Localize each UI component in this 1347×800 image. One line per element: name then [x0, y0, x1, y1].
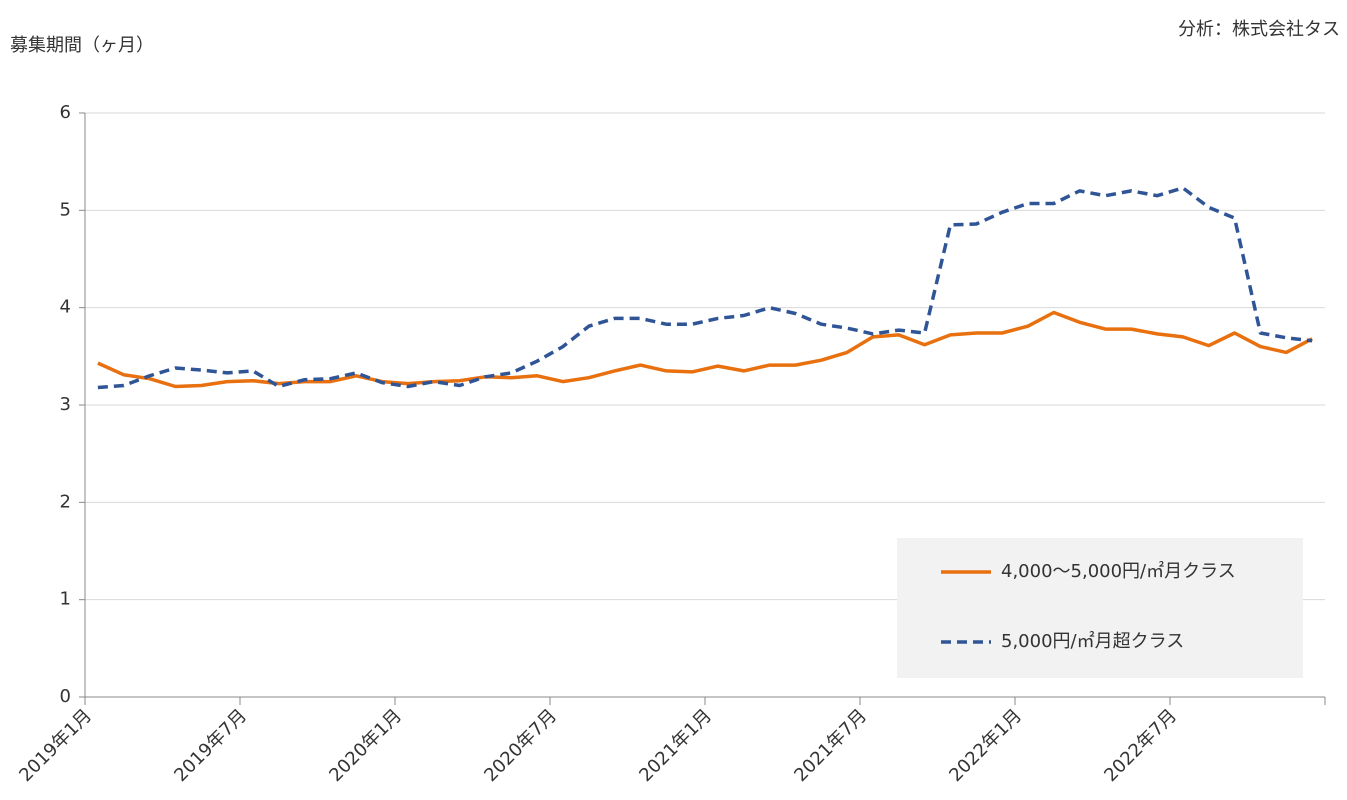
- y-tick-label: 1: [60, 589, 71, 610]
- y-tick-label: 4: [60, 297, 71, 318]
- legend: 4,000～5,000円/㎡月クラス 5,000円/㎡月超クラス: [897, 538, 1303, 678]
- x-tick-label: 2021年7月: [790, 705, 871, 786]
- x-tick-label: 2021年1月: [635, 705, 716, 786]
- series-line: [97, 310, 1313, 389]
- x-tick-label: 2022年7月: [1100, 705, 1181, 786]
- legend-box: [897, 538, 1303, 678]
- legend-label: 5,000円/㎡月超クラス: [1001, 630, 1184, 652]
- y-tick-label: 6: [60, 102, 71, 123]
- x-tick-label: 2019年7月: [170, 705, 251, 786]
- y-axis-label: 募集期間（ヶ月）: [10, 35, 154, 56]
- y-tick-label: 3: [60, 394, 71, 415]
- y-tick-label: 2: [60, 491, 71, 512]
- legend-label: 4,000～5,000円/㎡月クラス: [1001, 560, 1236, 582]
- y-tick-label: 0: [60, 686, 71, 707]
- x-tick-label: 2022年1月: [945, 705, 1026, 786]
- source-note: 分析：株式会社タス: [1178, 19, 1340, 40]
- y-tick-label: 5: [60, 199, 71, 220]
- x-tick-label: 2020年1月: [325, 705, 406, 786]
- x-tick-label: 2019年1月: [15, 705, 96, 786]
- x-tick-label: 2020年7月: [480, 705, 561, 786]
- series-line: [97, 186, 1313, 390]
